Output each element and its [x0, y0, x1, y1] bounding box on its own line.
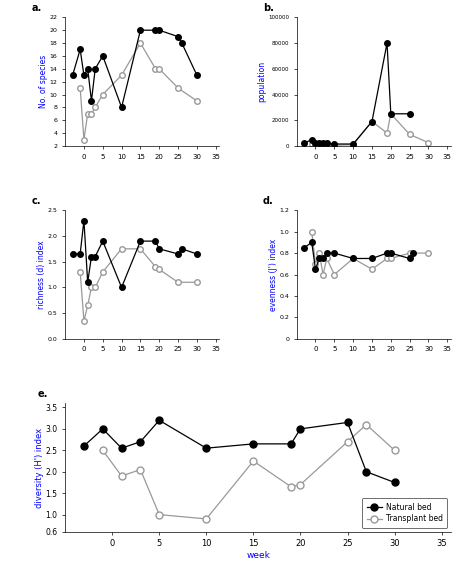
- Natural bed: [298, 425, 303, 432]
- Transplant bed: [204, 516, 209, 523]
- Line: Transplant bed: Transplant bed: [100, 421, 398, 523]
- Natural bed: [204, 444, 209, 451]
- Y-axis label: richness (d) index: richness (d) index: [37, 240, 46, 309]
- Text: d.: d.: [263, 196, 273, 206]
- Natural bed: [156, 417, 162, 424]
- Legend: Natural bed, Transplant bed: Natural bed, Transplant bed: [362, 498, 447, 528]
- Y-axis label: population: population: [258, 61, 266, 102]
- Y-axis label: diversity (H') index: diversity (H') index: [35, 427, 44, 507]
- Natural bed: [288, 440, 294, 447]
- Transplant bed: [288, 483, 294, 490]
- X-axis label: week: week: [246, 551, 270, 560]
- Natural bed: [100, 425, 106, 432]
- Natural bed: [138, 438, 143, 445]
- Natural bed: [81, 443, 86, 450]
- Transplant bed: [364, 421, 369, 428]
- Natural bed: [119, 444, 124, 451]
- Text: c.: c.: [31, 196, 40, 206]
- Transplant bed: [119, 473, 124, 480]
- Text: a.: a.: [31, 3, 41, 13]
- Text: b.: b.: [263, 3, 273, 13]
- Natural bed: [392, 479, 398, 486]
- Transplant bed: [392, 447, 398, 454]
- Y-axis label: No. of species: No. of species: [39, 55, 48, 108]
- Text: e.: e.: [38, 389, 48, 399]
- Transplant bed: [251, 458, 256, 465]
- Transplant bed: [100, 447, 106, 454]
- Transplant bed: [138, 466, 143, 473]
- Transplant bed: [156, 511, 162, 518]
- Transplant bed: [345, 438, 350, 445]
- Natural bed: [345, 419, 350, 426]
- Natural bed: [364, 468, 369, 475]
- Y-axis label: evenness (J') index: evenness (J') index: [269, 238, 278, 311]
- Natural bed: [251, 440, 256, 447]
- Transplant bed: [298, 481, 303, 488]
- Line: Natural bed: Natural bed: [80, 417, 398, 486]
